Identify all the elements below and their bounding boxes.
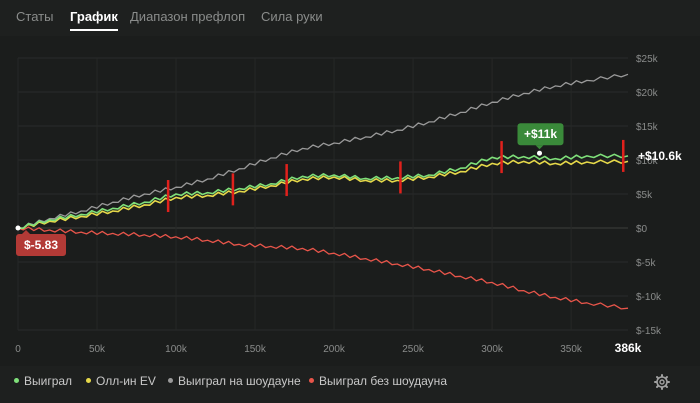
y-tick-label: $5k [636, 190, 653, 201]
callout-pointer [22, 230, 30, 234]
x-end-label: 386k [615, 341, 642, 355]
gear-icon[interactable] [654, 374, 670, 390]
legend-dot [14, 378, 19, 384]
legend-item-won[interactable]: Выиграл [14, 374, 72, 388]
x-tick-label: 250k [402, 344, 425, 355]
tab-preflop-range[interactable]: Диапазон префлоп [130, 9, 246, 24]
legend-item-showdown[interactable]: Выиграл на шоудауне [168, 374, 301, 388]
tab-stats[interactable]: Статы [16, 9, 54, 24]
y-tick-label: $-15k [636, 326, 662, 337]
y-tick-label: $0 [636, 224, 648, 235]
tab-bar: Статы График Диапазон префлоп Сила руки [0, 0, 700, 36]
y-tick-label: $25k [636, 54, 659, 65]
series-line [17, 159, 629, 230]
y-tick-label: $-5k [636, 258, 656, 269]
series-line [17, 226, 629, 310]
x-tick-label: 200k [323, 344, 346, 355]
legend-dot [86, 378, 91, 384]
legend-dot [309, 378, 314, 384]
series-line [18, 73, 629, 229]
callout-text: +$11k [524, 127, 557, 141]
callout-box [517, 123, 564, 146]
x-tick-label: 300k [481, 344, 504, 355]
winnings-chart: $25k $20k $15k $10k $5k $0 $-5k $-10k $-15k 0 50k 1… [15, 54, 682, 355]
x-tick-label: 0 [15, 344, 21, 355]
chart-area: $25k $20k $15k $10k $5k $0 $-5k $-10k $-15k 0 50k 1… [0, 36, 700, 366]
y-tick-label: $10k [636, 156, 659, 167]
legend-item-non-showdown[interactable]: Выиграл без шоудауна [309, 374, 447, 388]
x-tick-label: 50k [89, 344, 106, 355]
legend-item-allin-ev[interactable]: Олл-ин EV [86, 374, 156, 388]
x-tick-label: 350k [560, 344, 583, 355]
x-tick-label: 150k [244, 344, 267, 355]
legend-label: Выиграл [24, 374, 73, 388]
y-tick-label: $15k [636, 122, 659, 133]
callout-pointer [535, 145, 544, 150]
legend-label: Олл-ин EV [96, 374, 156, 388]
series-line [17, 153, 629, 229]
callout-point [537, 150, 543, 156]
legend-label: Выиграл без шоудауна [319, 374, 447, 388]
tab-graph[interactable]: График [70, 9, 118, 31]
y-tick-label: $20k [636, 88, 659, 99]
tab-hand-strength[interactable]: Сила руки [261, 9, 323, 24]
y-tick-label: $-10k [636, 292, 662, 303]
callout-point [15, 225, 21, 231]
callout-text: $-5.83 [24, 238, 58, 252]
legend-label: Выиграл на шоудауне [178, 374, 301, 388]
callout-box [16, 234, 66, 256]
x-tick-label: 100k [165, 344, 188, 355]
end-value-label: +$10.6k [638, 149, 682, 163]
legend-dot [168, 378, 173, 384]
